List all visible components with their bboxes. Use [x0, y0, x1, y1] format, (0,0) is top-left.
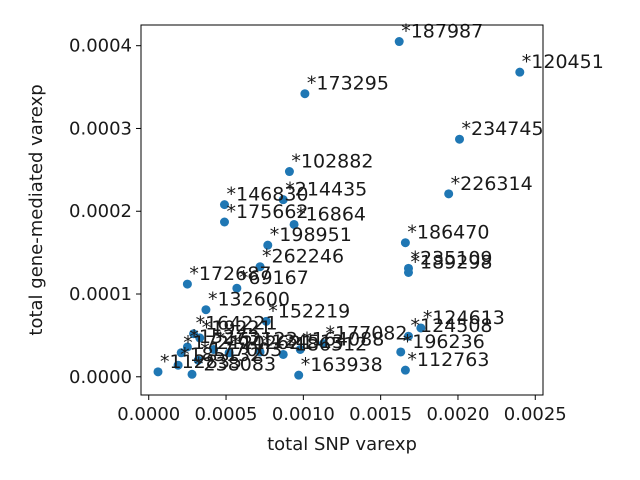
points-layer — [153, 37, 525, 380]
data-point-label: *196236 — [403, 331, 485, 353]
data-point — [263, 240, 273, 250]
data-point-label: *198951 — [270, 224, 352, 246]
data-point — [396, 347, 406, 357]
data-point-label: *164088 — [302, 328, 384, 350]
data-point — [182, 342, 192, 352]
y-tick-label: 0.0000 — [69, 367, 132, 388]
data-point-label: *235109 — [410, 247, 492, 269]
data-point-label: *164221 — [196, 313, 278, 335]
data-point-label: *186470 — [407, 222, 489, 244]
data-point-label: *124613 — [423, 307, 505, 329]
data-point — [255, 262, 265, 272]
data-point — [284, 167, 294, 177]
data-point-label: *172121 — [183, 332, 265, 354]
x-tick-label: 0.0005 — [195, 404, 258, 425]
data-point-label: *189298 — [410, 251, 492, 273]
data-point-label: *132600 — [208, 289, 290, 311]
data-point-label: *186512 — [285, 333, 367, 355]
data-point-label: *163938 — [301, 354, 383, 376]
data-point — [193, 355, 203, 365]
data-point-label: *112835 — [160, 351, 242, 373]
data-point — [201, 305, 211, 315]
data-point — [195, 333, 205, 343]
data-point — [444, 189, 454, 199]
data-point — [400, 238, 410, 248]
plot-frame — [140, 24, 544, 396]
data-point — [224, 348, 234, 358]
data-point — [182, 279, 192, 289]
data-point — [400, 365, 410, 375]
data-point-label: *175662 — [226, 201, 308, 223]
x-axis: 0.0000 0.0005 0.0010 0.0015 0.0020 0.0025 — [117, 395, 567, 425]
data-point-label: *102621 — [231, 332, 313, 354]
data-point — [403, 331, 413, 341]
data-point-label: *226314 — [451, 173, 533, 195]
data-point — [232, 283, 242, 293]
y-axis: 0.0000 0.0001 0.0002 0.0003 0.0004 — [69, 36, 141, 388]
data-point-label: *177082 — [325, 323, 407, 345]
data-point-label: *238083 — [194, 353, 276, 375]
data-point — [300, 89, 310, 99]
data-point-label: *214435 — [285, 179, 367, 201]
x-tick-label: 0.0000 — [117, 404, 180, 425]
data-point-label: *120451 — [522, 51, 604, 73]
data-point — [153, 367, 163, 377]
data-point-label: *124508 — [410, 315, 492, 337]
y-tick-label: 0.0001 — [69, 284, 132, 305]
data-point-label: *19221 — [202, 317, 272, 339]
data-point-label: *15273 — [189, 326, 259, 348]
x-tick-label: 0.0010 — [272, 404, 335, 425]
data-point-label: *112763 — [407, 349, 489, 371]
data-point-label: *162123 — [216, 328, 298, 350]
data-point-label: *102882 — [291, 151, 373, 173]
data-point — [209, 344, 219, 354]
data-point — [219, 217, 229, 227]
data-point — [176, 348, 186, 358]
data-point-label: *124513 — [262, 331, 344, 353]
x-tick-label: 0.0025 — [504, 404, 567, 425]
data-point — [318, 339, 328, 349]
data-point-label: *152219 — [268, 300, 350, 322]
data-point-label: *262246 — [262, 246, 344, 268]
y-tick-label: 0.0002 — [69, 201, 132, 222]
data-point — [394, 37, 404, 47]
y-tick-label: 0.0004 — [69, 36, 132, 57]
data-point — [173, 360, 183, 370]
data-point — [294, 370, 304, 380]
data-point-label: *234745 — [462, 118, 544, 140]
data-point-label: *185132 — [180, 344, 262, 366]
x-tick-label: 0.0020 — [426, 404, 489, 425]
data-point — [187, 369, 197, 379]
data-point-label: *177003 — [200, 339, 282, 361]
data-point — [403, 267, 413, 277]
data-point — [278, 349, 288, 359]
data-point — [455, 134, 465, 144]
data-point-label: *187987 — [401, 21, 483, 43]
data-point-label: *16864 — [296, 203, 366, 225]
y-tick-label: 0.0003 — [69, 118, 132, 139]
data-point-label: *172687 — [189, 263, 271, 285]
data-point-label: *69167 — [239, 267, 309, 289]
data-point — [416, 323, 426, 333]
x-tick-label: 0.0015 — [349, 404, 412, 425]
data-point — [289, 219, 299, 229]
data-point-label: *146830 — [226, 184, 308, 206]
data-point — [295, 344, 305, 354]
data-point — [255, 347, 265, 357]
data-point — [219, 200, 229, 210]
data-point — [261, 316, 271, 326]
data-point — [278, 195, 288, 205]
point-labels-layer: *187987 *120451 *173295 *234745 *102882 *2263… — [160, 21, 604, 377]
x-axis-label: total SNP varexp — [267, 434, 417, 455]
data-point-label: *173295 — [307, 73, 389, 95]
y-axis-label: total gene-mediated varexp — [26, 84, 47, 335]
data-point — [515, 67, 525, 77]
